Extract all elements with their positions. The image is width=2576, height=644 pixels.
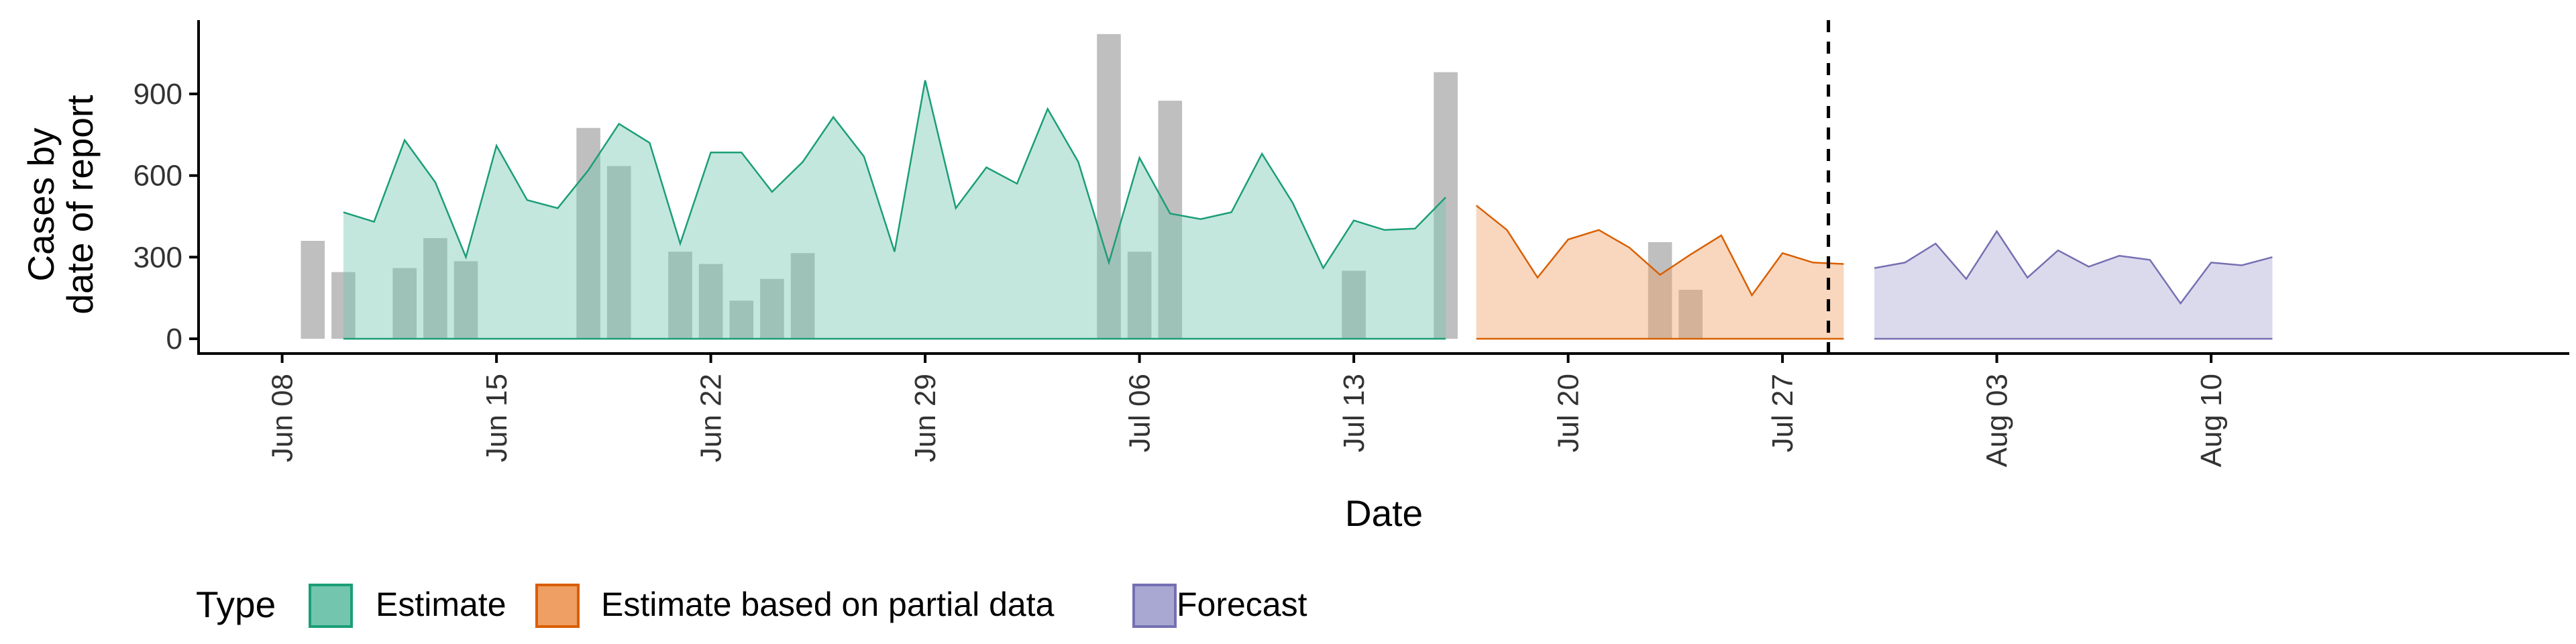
series-line (343, 80, 1446, 270)
x-tick-label: Jul 13 (1338, 374, 1371, 452)
y-axis-title: Cases by date of report (20, 95, 101, 314)
case-bar (698, 264, 723, 339)
case-bar (668, 252, 692, 339)
case-bar (1097, 34, 1121, 339)
case-bar (606, 166, 631, 339)
case-bar (790, 253, 815, 339)
case-bar (1127, 252, 1152, 339)
series-area (1874, 231, 2273, 339)
case-bar (760, 278, 784, 339)
x-tick-label: Aug 10 (2195, 374, 2228, 467)
y-tick-label: 900 (133, 78, 182, 111)
x-tick-label: Jul 27 (1766, 374, 1799, 452)
case-bar (1648, 242, 1672, 339)
legend: Type Estimate Estimate based on partial … (196, 584, 1307, 628)
series-areas (343, 80, 2273, 340)
x-tick-label: Jul 06 (1124, 374, 1157, 452)
case-bar (729, 301, 754, 339)
series-line (1475, 205, 1844, 297)
case-bar (1678, 290, 1703, 339)
y-tick-label: 600 (133, 160, 182, 193)
y-tick-label: 300 (133, 241, 182, 274)
case-bar (423, 237, 447, 339)
y-axis-title-line-2: date of report (59, 95, 101, 314)
case-bar (1342, 270, 1366, 339)
legend-title: Type (196, 584, 276, 625)
legend-swatch-estimate (309, 584, 353, 628)
axes: 0 300 600 900 Jun 08 Jun 15 Jun 22 Jun 29 Jul 0… (133, 20, 2569, 467)
case-bar (331, 272, 356, 339)
case-bar (1158, 101, 1183, 339)
series-line (1874, 229, 2273, 305)
legend-swatch-forecast (1132, 584, 1177, 628)
x-axis-title: Date (1345, 492, 1423, 534)
x-tick-label: Jun 08 (266, 374, 299, 462)
legend-label-estimate: Estimate (376, 586, 506, 623)
x-ticks: Jun 08 Jun 15 Jun 22 Jun 29 Jul 06 Jul 13 Jul … (266, 354, 2228, 467)
x-tick-label: Jun 29 (909, 374, 942, 462)
x-tick-label: Jun 15 (480, 374, 513, 462)
case-bar (576, 127, 600, 339)
y-tick-label: 0 (166, 323, 182, 356)
legend-swatch-partial (535, 584, 580, 628)
legend-label-forecast: Forecast (1177, 586, 1307, 623)
legend-label-partial: Estimate based on partial data (601, 586, 1055, 623)
series-area (1476, 205, 1844, 339)
case-bar (301, 241, 325, 339)
case-bar (392, 268, 417, 339)
series-area (343, 80, 1446, 339)
y-ticks: 0 300 600 900 (133, 78, 199, 356)
x-tick-label: Jun 22 (695, 374, 728, 462)
case-bars (301, 34, 1703, 339)
y-axis-title-line-1: Cases by (20, 127, 62, 282)
x-tick-label: Aug 03 (1981, 374, 2014, 467)
case-bar (453, 261, 478, 339)
x-tick-label: Jul 20 (1552, 374, 1585, 452)
